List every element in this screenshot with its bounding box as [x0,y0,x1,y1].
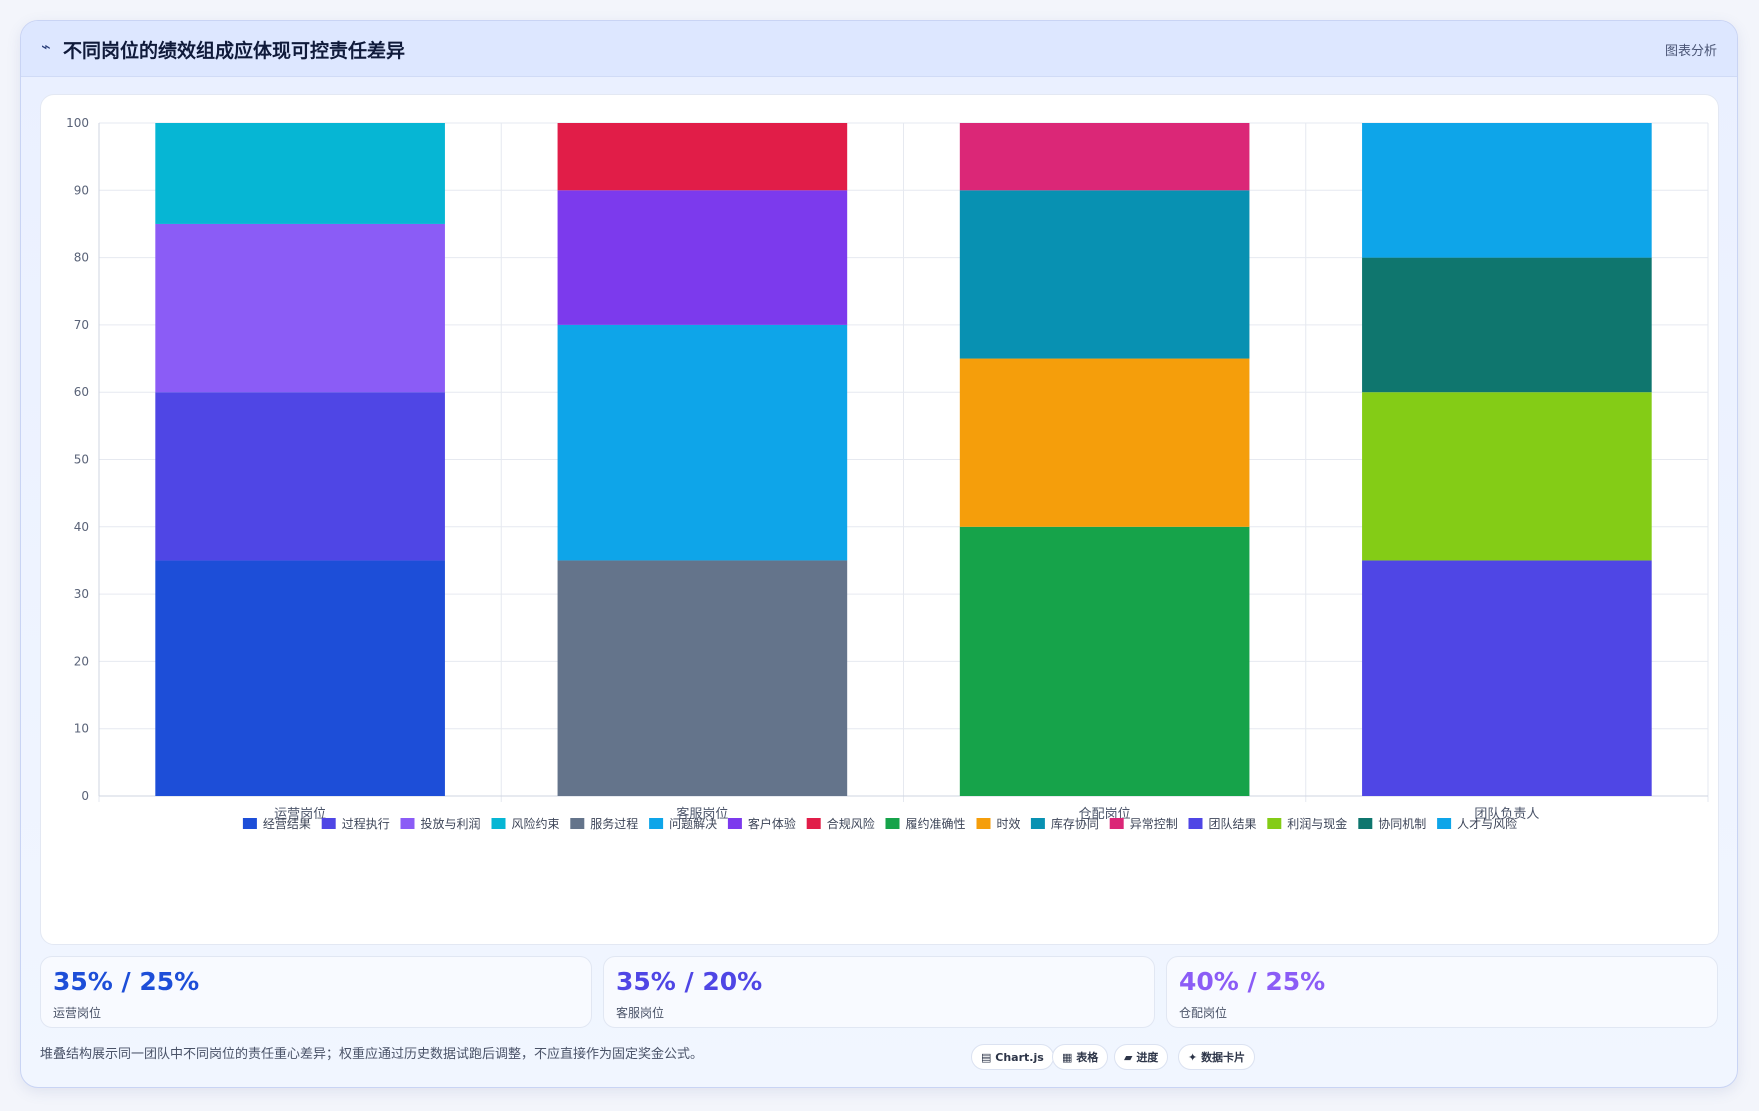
legend-label: 经营结果 [263,817,311,831]
legend-swatch [1188,818,1203,829]
legend-label: 风险约束 [512,816,560,831]
chip-label: 进度 [1136,1051,1159,1064]
legend-swatch [1109,818,1124,829]
bar-segment [155,392,445,561]
y-tick-label: 10 [74,722,89,736]
stat-value: 35% / 25% [53,967,200,996]
legend-swatch [1267,818,1282,829]
bar-segment [557,324,848,561]
legend-swatch [242,818,257,829]
y-tick-label: 30 [74,587,89,601]
chart-panel: 0 10 20 30 40 50 60 70 80 90 100 运营岗位 客服岗位 仓配岗位 团队负责人经… [40,94,1719,945]
y-tick-label: 60 [74,385,89,399]
card-title: 不同岗位的绩效组成应体现可控责任差异 [63,40,406,62]
legend-label: 履约准确性 [906,816,966,831]
y-tick-label: 0 [81,789,89,803]
progress-icon: ▰ [1124,1051,1133,1064]
legend-label: 异常控制 [1130,817,1178,831]
legend-label: 时效 [997,816,1021,831]
bar-segment [557,123,848,191]
y-tick-label: 20 [74,654,89,668]
legend-swatch [321,818,336,829]
bar-segment [155,223,445,393]
y-tick-label: 100 [66,116,89,130]
bar-segment [959,526,1250,796]
legend-swatch [1358,818,1373,829]
legend-swatch [727,818,742,829]
legend-swatch [400,818,415,829]
stat-value: 35% / 20% [616,967,763,996]
legend-label: 库存协同 [1051,816,1099,831]
bar-segment [959,358,1250,527]
chip-table[interactable]: ▦ 表格 [1052,1044,1109,1070]
x-category-label: 团队负责人 [1474,807,1539,822]
y-tick-label: 40 [74,520,89,534]
bar-segment [959,123,1250,191]
legend-swatch [491,818,506,829]
legend-label: 问题解决 [669,817,717,831]
stat-label: 运营岗位 [53,1006,102,1020]
chart-card: ⌁ 不同岗位的绩效组成应体现可控责任差异 图表分析 0 10 20 30 40 50 60 7… [20,20,1738,1088]
legend-swatch [885,818,900,829]
legend-swatch [649,818,664,829]
legend-label: 服务过程 [590,816,638,831]
legend-swatch [1030,818,1045,829]
x-category-label: 运营岗位 [274,807,326,822]
chart-icon: ▤ [981,1051,992,1064]
bar-segment [557,560,848,796]
y-tick-label: 90 [74,183,89,197]
card-icon: ✦ [1188,1051,1198,1064]
stat-label: 仓配岗位 [1179,1006,1228,1020]
legend-label: 协同机制 [1378,816,1426,831]
bar-segment [155,123,445,224]
y-tick-label: 50 [74,453,89,467]
chip-data-card[interactable]: ✦ 数据卡片 [1178,1044,1256,1070]
legend-swatch [806,818,821,829]
chip-label: 表格 [1076,1051,1099,1064]
bar-segment [1362,257,1652,393]
legend-label: 团队结果 [1209,816,1257,831]
stat-card-ops: 35% / 25% 运营岗位 [40,956,592,1028]
chart-analysis-tag: 图表分析 [1664,44,1717,59]
bar-segment [557,190,848,325]
chip-label: Chart.js [995,1051,1044,1064]
legend-label: 客户体验 [748,816,796,831]
legend-swatch [570,818,585,829]
stat-value: 40% / 25% [1179,967,1326,996]
legend-label: 合规风险 [827,816,875,831]
bar-segment [1362,560,1652,796]
x-category-label: 客服岗位 [676,806,728,822]
stat-label: 客服岗位 [616,1006,665,1020]
trend-icon: ⌁ [41,37,51,56]
y-tick-label: 70 [74,318,89,332]
chip-chartjs[interactable]: ▤ Chart.js [971,1044,1054,1070]
table-icon: ▦ [1062,1051,1073,1064]
bar-segment [1362,123,1652,258]
legend-label: 利润与现金 [1287,816,1347,831]
card-header: ⌁ 不同岗位的绩效组成应体现可控责任差异 图表分析 [21,21,1737,77]
chip-progress[interactable]: ▰ 进度 [1114,1044,1169,1070]
y-tick-label: 80 [74,251,89,265]
legend-swatch [976,818,991,829]
chip-label: 数据卡片 [1201,1051,1246,1064]
bar-segment [155,560,445,796]
legend-label: 投放与利润 [421,816,481,831]
bar-segment [1362,392,1652,561]
bar-segment [959,190,1250,359]
legend-label: 人才与风险 [1457,816,1517,831]
stat-card-warehouse: 40% / 25% 仓配岗位 [1166,956,1718,1028]
stat-card-service: 35% / 20% 客服岗位 [603,956,1155,1028]
stats-row: 35% / 25% 运营岗位 35% / 20% 客服岗位 40% / 25% … [40,956,1719,1030]
legend-swatch [1437,818,1452,829]
footer-note: 堆叠结构展示同一团队中不同岗位的责任重心差异；权重应通过历史数据试跑后调整，不应… [40,1047,704,1062]
legend-label: 过程执行 [342,816,390,831]
